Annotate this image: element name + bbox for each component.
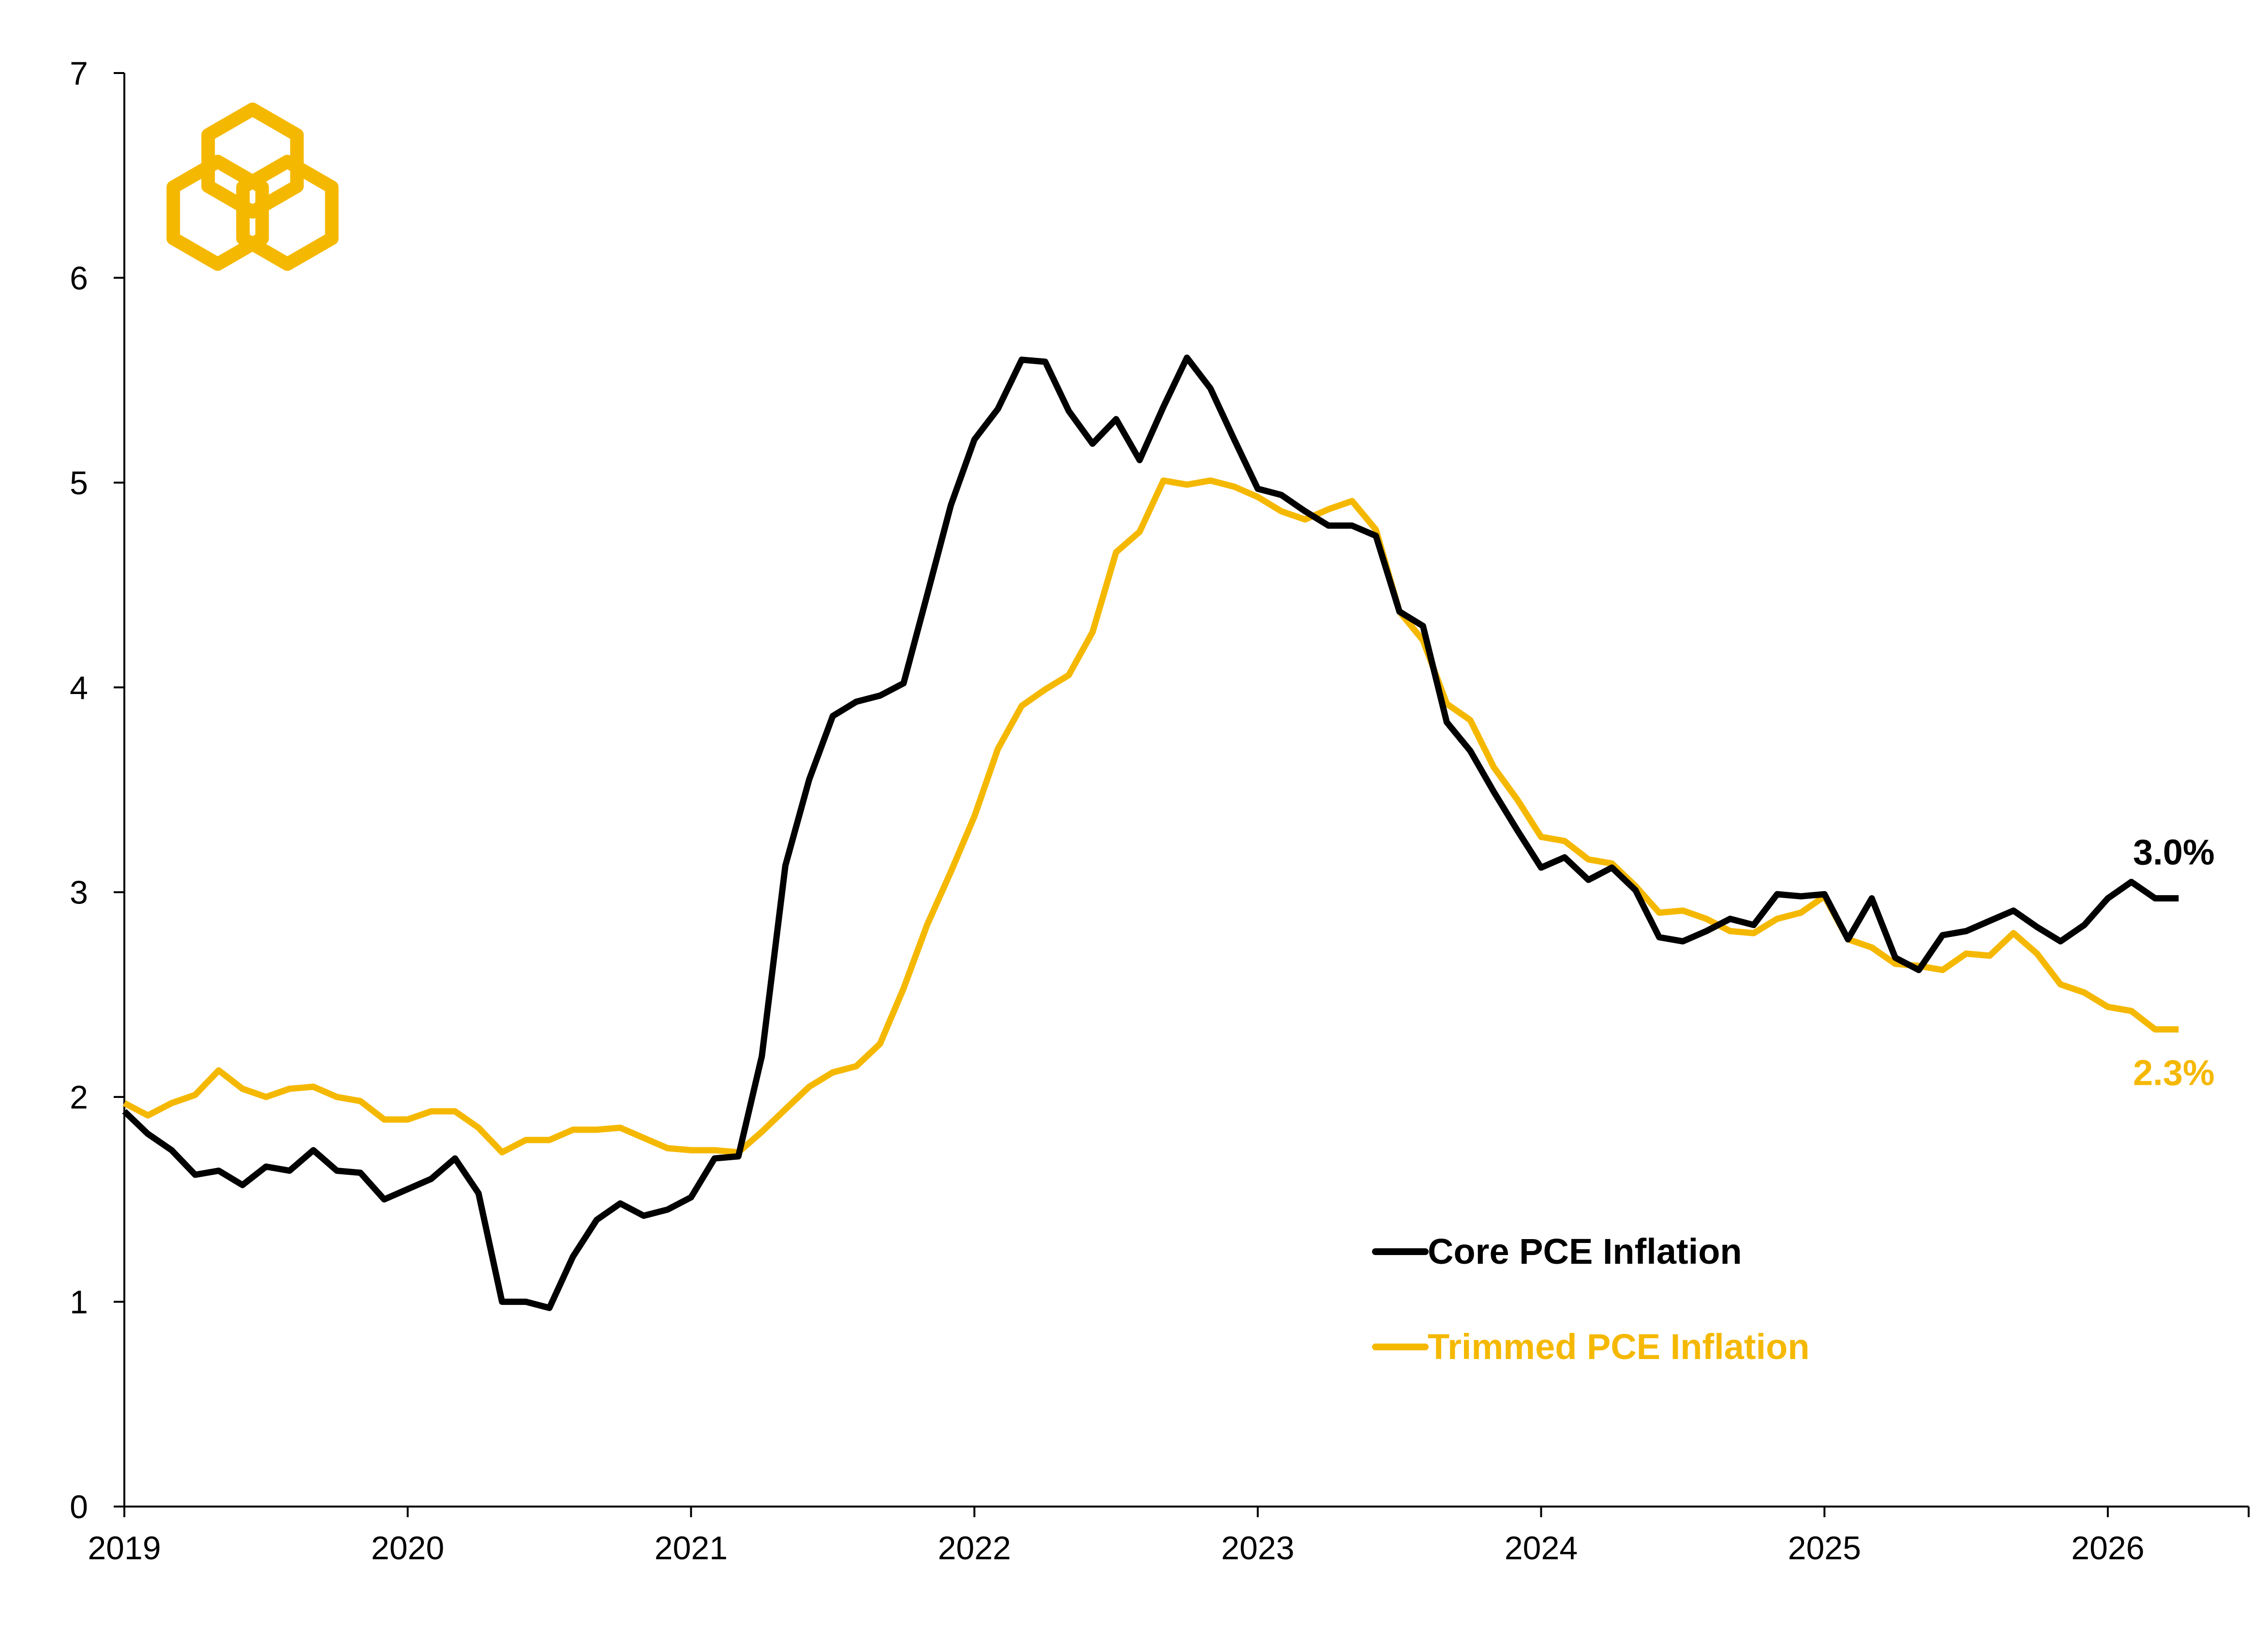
y-tick-label: 5 — [70, 465, 88, 502]
legend-label-core: Core PCE Inflation — [1428, 1231, 1742, 1271]
x-tick-label: 2026 — [2071, 1530, 2144, 1567]
x-tick-label: 2020 — [371, 1530, 444, 1567]
core-end-label: 3.0% — [2133, 832, 2215, 872]
interlocked-hexagons-icon — [166, 103, 339, 271]
y-tick-label: 1 — [70, 1284, 88, 1321]
x-tick-label: 2023 — [1221, 1530, 1294, 1567]
legend-label-trimmed: Trimmed PCE Inflation — [1428, 1327, 1809, 1367]
x-tick-label: 2021 — [655, 1530, 728, 1567]
legend: Core PCE Inflation Trimmed PCE Inflation — [1372, 1231, 1809, 1367]
trimmed-series-line — [122, 477, 2179, 1155]
x-tick-label: 2024 — [1505, 1530, 1578, 1567]
y-tick-label: 4 — [70, 669, 88, 706]
x-tick-label: 2025 — [1788, 1530, 1861, 1567]
series-lines — [122, 355, 2179, 1311]
core-series-line — [122, 355, 2179, 1311]
x-tick-label: 2022 — [938, 1530, 1011, 1567]
y-tick-label: 2 — [70, 1079, 88, 1116]
trimmed-end-label: 2.3% — [2133, 1052, 2215, 1093]
x-axis-ticks: 2019 2020 2021 2022 2023 2024 2025 2026 — [88, 1507, 2250, 1567]
y-tick-label: 3 — [70, 874, 88, 911]
y-axis-ticks: 0 1 2 3 4 5 6 7 — [70, 55, 124, 1525]
y-tick-label: 6 — [70, 260, 88, 296]
y-tick-label: 7 — [70, 55, 88, 92]
x-tick-label: 2019 — [88, 1530, 161, 1567]
y-tick-label: 0 — [70, 1489, 88, 1525]
